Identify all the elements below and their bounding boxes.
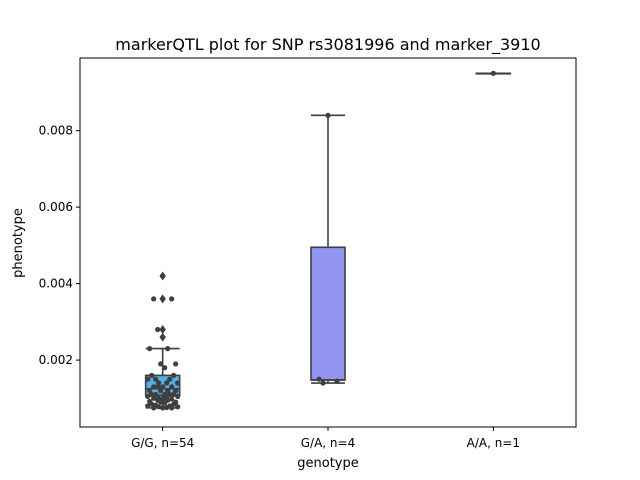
box-outlier	[159, 294, 166, 304]
strip-point	[162, 400, 168, 406]
strip-point	[147, 388, 153, 394]
x-tick-label: G/G, n=54	[131, 436, 194, 450]
strip-point	[158, 388, 164, 394]
strip-point	[156, 404, 162, 410]
box-outlier	[159, 324, 166, 334]
strip-point	[490, 70, 496, 76]
strip-point	[160, 273, 166, 279]
box-body	[310, 246, 346, 381]
strip-point	[162, 391, 168, 398]
strip-point	[158, 399, 164, 405]
y-axis: 0.002 0.004 0.006 0.008	[39, 124, 80, 367]
box-group	[310, 114, 346, 384]
strip-point	[147, 346, 153, 352]
strip-point	[325, 112, 331, 118]
strip-point	[149, 391, 155, 398]
strip-point	[169, 396, 175, 402]
y-tick-label: 0.002	[39, 353, 73, 367]
strip-point	[171, 401, 177, 407]
strip-point	[153, 391, 159, 398]
strip-group	[316, 112, 340, 386]
strip-point	[151, 384, 157, 390]
strip-point	[149, 372, 155, 378]
strip-point	[151, 405, 157, 411]
strip-group	[490, 70, 496, 76]
strip-point	[160, 395, 166, 401]
strip-point	[173, 361, 179, 367]
strip-point	[167, 391, 173, 398]
strip-point	[164, 404, 170, 411]
strip-point	[171, 372, 177, 378]
strip-point	[334, 378, 340, 384]
strip-point	[160, 384, 166, 390]
strip-point	[162, 365, 168, 371]
strip-point	[165, 346, 171, 352]
strip-point	[158, 361, 164, 367]
chart-title: markerQTL plot for SNP rs3081996 and mar…	[115, 35, 540, 55]
strip-point	[145, 376, 151, 382]
strip-point	[169, 384, 175, 390]
strip-point	[169, 405, 175, 411]
strip-point	[155, 326, 161, 333]
strip-point	[320, 380, 326, 386]
strip-point	[160, 405, 166, 411]
strip-point	[164, 380, 170, 386]
strip-point	[145, 403, 151, 409]
strip-point	[175, 404, 181, 410]
y-tick-label: 0.006	[39, 200, 73, 214]
y-tick-label: 0.004	[39, 277, 73, 291]
strip-point	[153, 376, 159, 382]
strip-group	[145, 273, 181, 411]
y-tick-label: 0.008	[39, 124, 73, 138]
x-axis-label: genotype	[297, 456, 358, 471]
strip-point	[175, 393, 181, 400]
strip-point	[316, 376, 322, 382]
strip-point	[149, 401, 155, 407]
strip-point	[171, 391, 177, 398]
strip-point	[155, 384, 161, 390]
y-axis-label: phenotype	[11, 208, 26, 278]
strip-point	[151, 395, 157, 401]
plot-content	[144, 70, 512, 411]
strip-point	[167, 376, 173, 382]
strip-point	[165, 388, 171, 394]
x-axis: G/G, n=54 G/A, n=4 A/A, n=1	[131, 427, 520, 450]
box-outlier	[159, 332, 166, 342]
x-tick-label: G/A, n=4	[301, 436, 355, 450]
strip-point	[169, 296, 175, 302]
strip-point	[145, 393, 151, 400]
strip-point	[151, 296, 157, 302]
strip-point	[175, 380, 181, 386]
x-tick-label: A/A, n=1	[467, 436, 520, 450]
strip-point	[173, 388, 179, 394]
